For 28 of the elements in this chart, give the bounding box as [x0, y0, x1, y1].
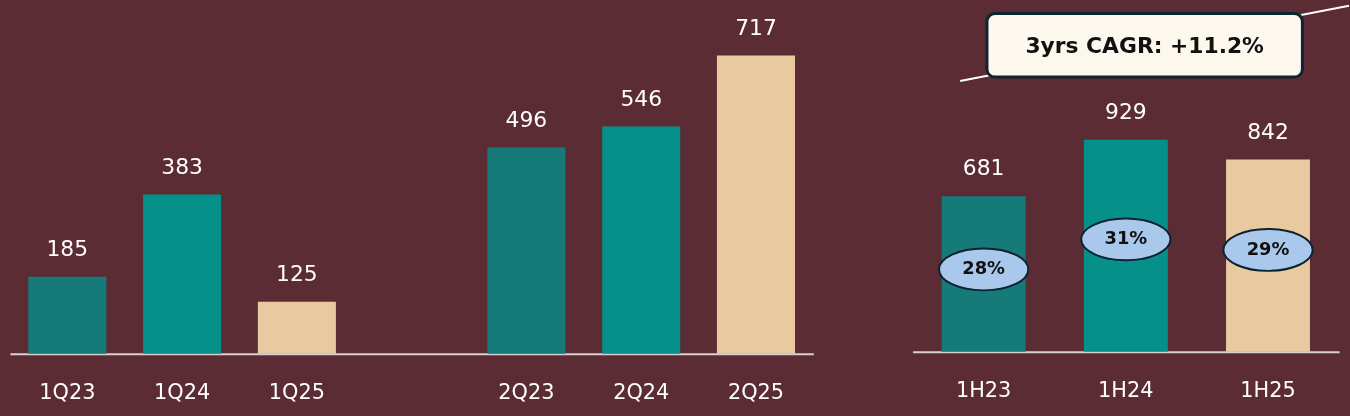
bar: [716, 55, 796, 354]
data-label: 717: [735, 14, 777, 40]
x-tick-label: 2Q23: [498, 379, 555, 404]
bar: [143, 194, 222, 354]
bar: [28, 276, 107, 354]
bar: [257, 301, 336, 354]
annotation: 29%: [1246, 237, 1290, 259]
x-tick-label: 1H24: [1098, 377, 1154, 402]
x-tick-label: 2Q25: [727, 379, 785, 404]
bar: [487, 147, 566, 354]
data-label: 546: [620, 85, 663, 111]
annotation: 31%: [1104, 227, 1148, 249]
x-tick-label: 1Q25: [268, 379, 325, 404]
data-label: 929: [1105, 98, 1147, 124]
data-label: 185: [46, 235, 89, 261]
bar: [602, 126, 681, 354]
data-label: 842: [1247, 118, 1289, 144]
data-label: 125: [276, 260, 318, 286]
data-label: 496: [505, 106, 548, 132]
x-tick-label: 2Q24: [613, 379, 670, 404]
data-label: 383: [161, 153, 203, 179]
data-label: 681: [962, 155, 1005, 181]
x-tick-label: 1Q23: [39, 379, 96, 404]
x-tick-label: 1H23: [955, 377, 1012, 402]
text: 3yrs CAGR: +11.2%: [1025, 33, 1265, 59]
x-tick-label: 1Q24: [154, 379, 211, 404]
annotation: 28%: [962, 257, 1006, 279]
x-tick-label: 1H25: [1240, 377, 1296, 402]
